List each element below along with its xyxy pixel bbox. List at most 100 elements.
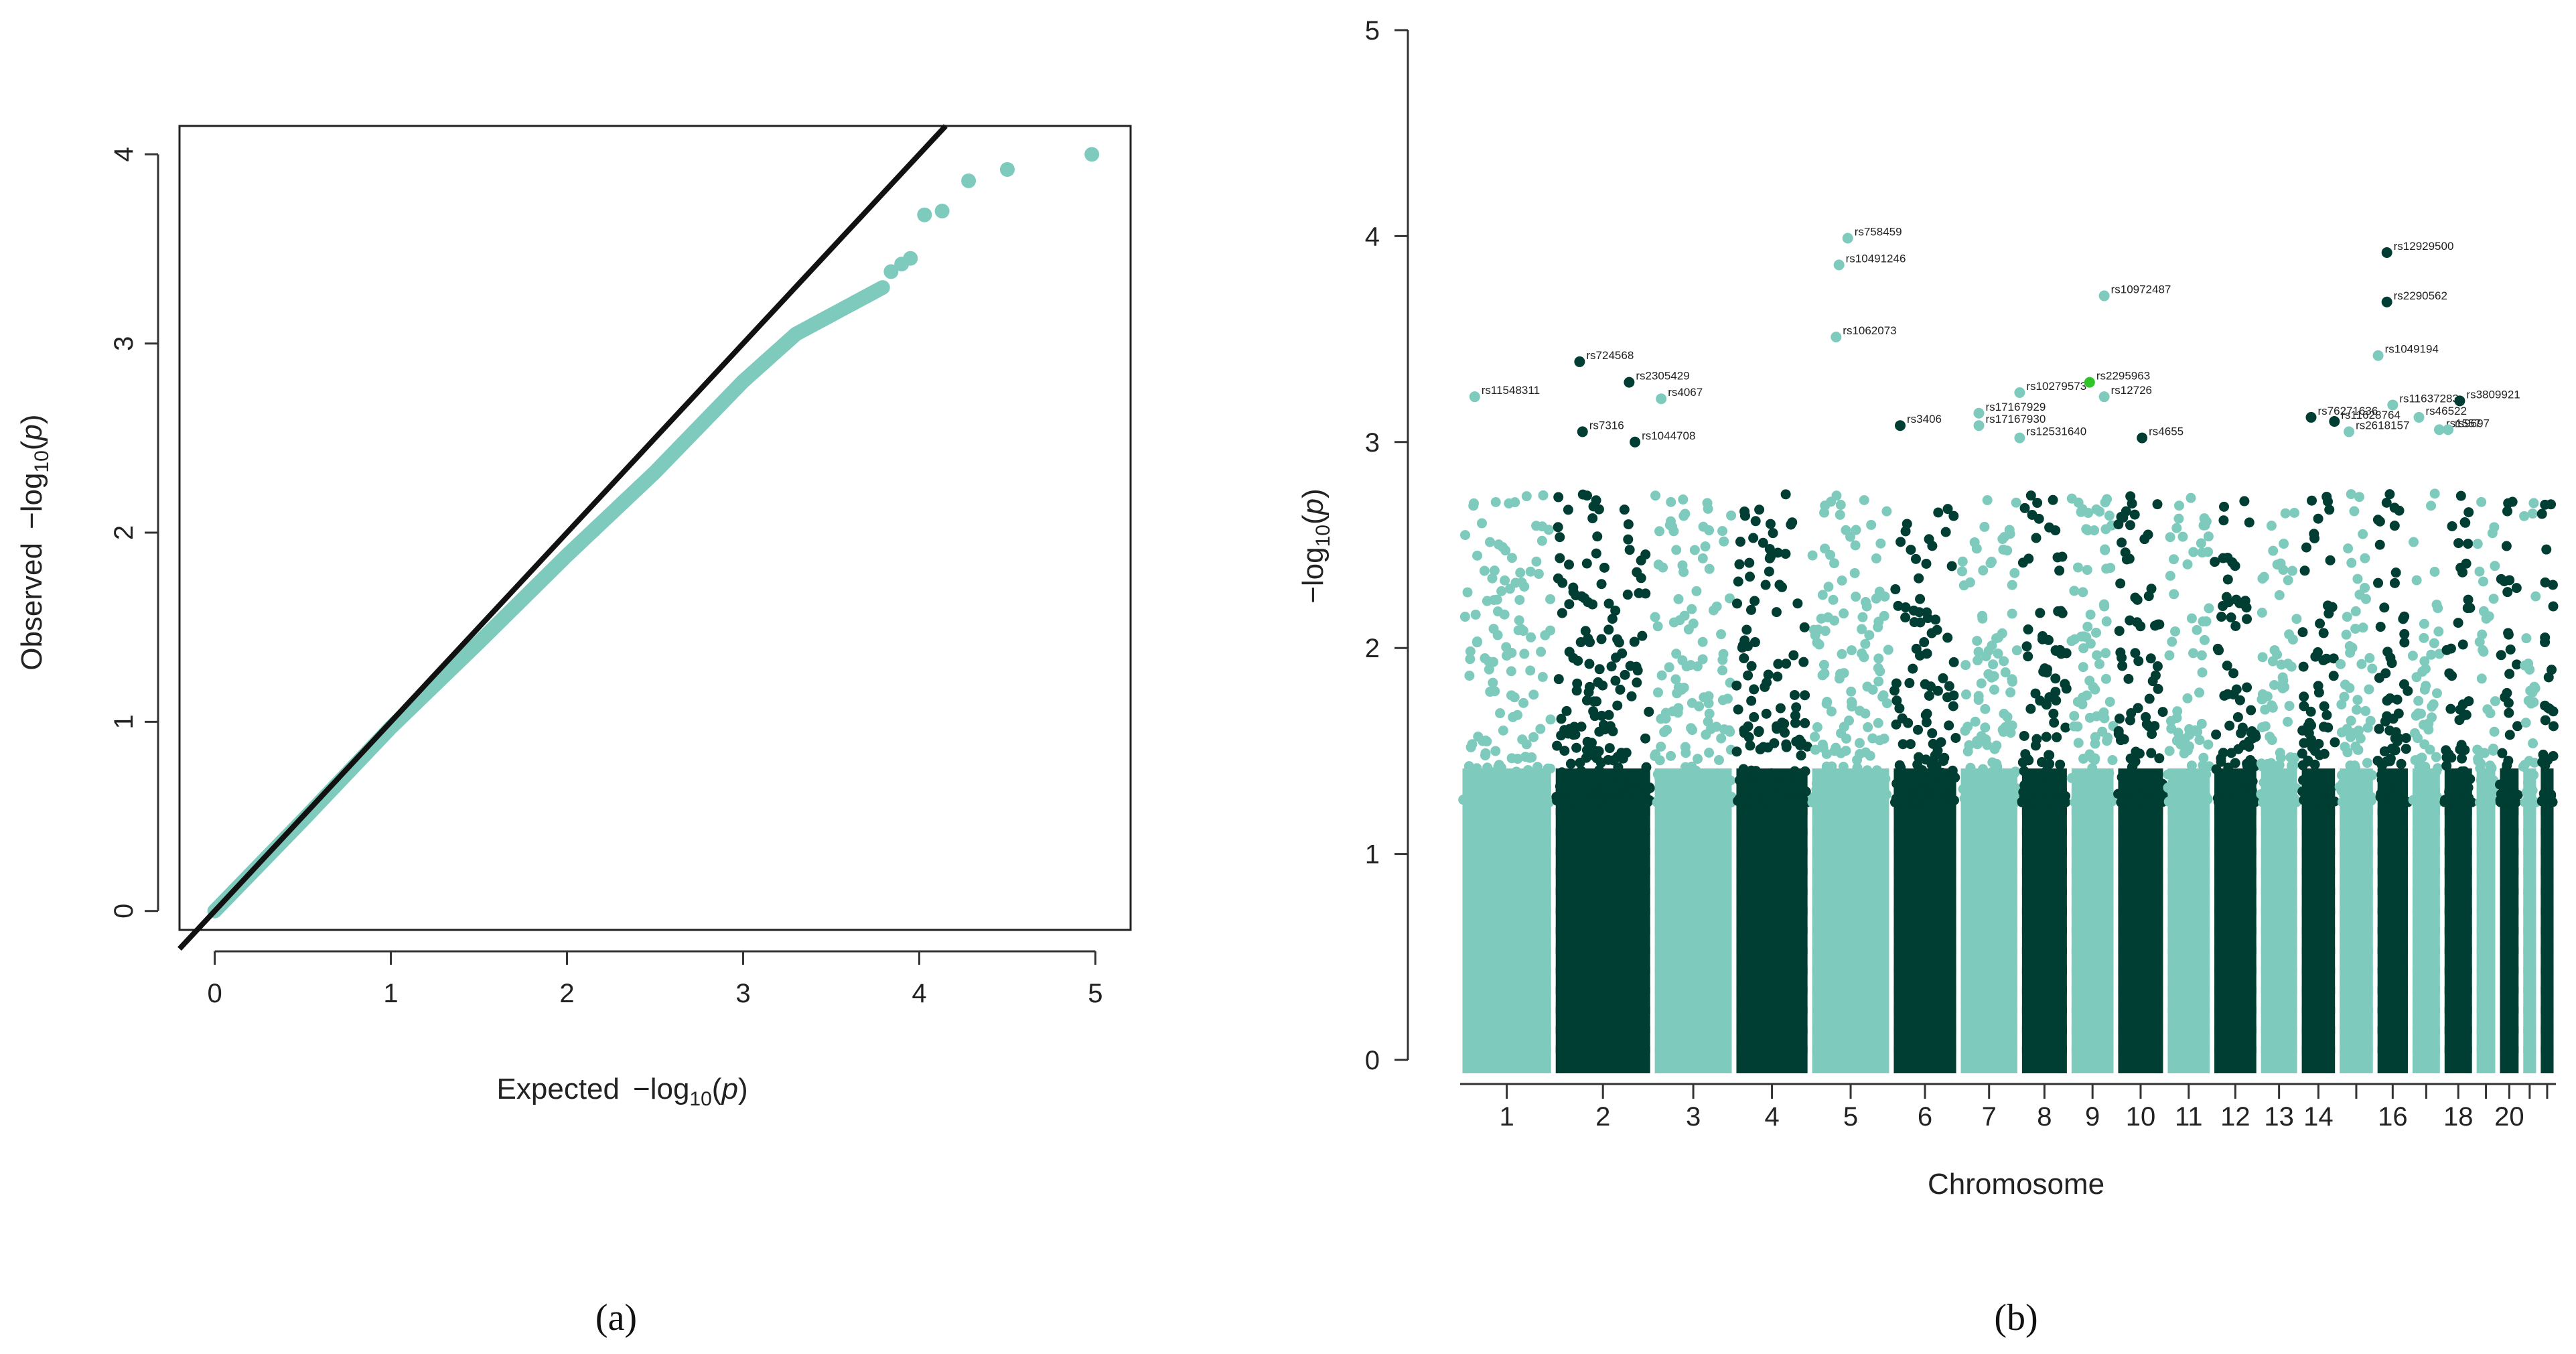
snp-point bbox=[2381, 247, 2392, 258]
manhattan-point bbox=[1518, 697, 1529, 708]
manhattan-point bbox=[2336, 785, 2347, 796]
manhattan-point bbox=[2345, 647, 2356, 658]
manhattan-point bbox=[1564, 559, 1575, 570]
manhattan-point bbox=[1900, 602, 1911, 613]
manhattan-point bbox=[1570, 797, 1581, 807]
manhattan-point bbox=[2367, 663, 2378, 674]
manhattan-point bbox=[1552, 740, 1563, 751]
manhattan-point bbox=[1983, 645, 1994, 656]
manhattan-point bbox=[2084, 675, 2095, 686]
manhattan-point bbox=[2139, 534, 2150, 545]
manhattan-point bbox=[1506, 553, 1517, 563]
manhattan-point bbox=[2518, 761, 2528, 772]
manhattan-point bbox=[1938, 673, 1948, 683]
manhattan-point bbox=[2165, 571, 2175, 582]
manhattan-point bbox=[1817, 590, 1828, 600]
manhattan-point bbox=[2523, 659, 2534, 669]
manhattan-point bbox=[1652, 687, 1663, 698]
manhattan-point bbox=[1829, 558, 1839, 569]
manhattan-point bbox=[2100, 648, 2111, 659]
manhattan-point bbox=[2360, 553, 2370, 563]
manhattan-point bbox=[2477, 629, 2488, 640]
manhattan-x-tick-label: 4 bbox=[1764, 1102, 1779, 1132]
manhattan-point bbox=[2512, 659, 2522, 670]
manhattan-point bbox=[2453, 778, 2463, 789]
manhattan-point bbox=[2337, 770, 2348, 781]
manhattan-point bbox=[2089, 525, 2100, 536]
manhattan-point bbox=[2232, 712, 2243, 722]
manhattan-point bbox=[2048, 796, 2058, 807]
qq-point bbox=[875, 280, 890, 295]
manhattan-point bbox=[2393, 708, 2404, 719]
manhattan-point bbox=[1687, 604, 1697, 614]
manhattan-point bbox=[2451, 788, 2461, 799]
manhattan-point bbox=[2094, 795, 2105, 805]
manhattan-point bbox=[2502, 587, 2513, 598]
manhattan-point bbox=[1838, 762, 1849, 772]
manhattan-point bbox=[2465, 602, 2476, 613]
snp-point bbox=[1624, 377, 1635, 388]
manhattan-point bbox=[2267, 735, 2277, 746]
manhattan-point bbox=[2445, 643, 2456, 654]
manhattan-point bbox=[2082, 565, 2092, 576]
manhattan-point bbox=[2389, 521, 2400, 531]
manhattan-point bbox=[1933, 507, 1944, 518]
manhattan-point bbox=[2501, 541, 2512, 551]
manhattan-point bbox=[1525, 566, 1536, 577]
manhattan-point bbox=[1581, 558, 1592, 569]
manhattan-point bbox=[2403, 685, 2413, 696]
manhattan-point bbox=[1891, 719, 1902, 730]
manhattan-point bbox=[2115, 578, 2126, 589]
manhattan-point bbox=[2204, 603, 2214, 614]
manhattan-point bbox=[1765, 519, 1776, 529]
manhattan-point bbox=[2392, 694, 2403, 705]
manhattan-point bbox=[1746, 661, 1757, 671]
manhattan-x-axis: 1 2 3 4 5 6 7 8 9 10 11 12 13 14 16 18 20 bbox=[1460, 1083, 2556, 1132]
manhattan-point bbox=[2279, 776, 2289, 787]
manhattan-point bbox=[1962, 746, 1973, 757]
manhattan-point bbox=[2100, 673, 2111, 684]
manhattan-point bbox=[1846, 686, 1857, 697]
manhattan-point bbox=[2419, 764, 2430, 774]
manhattan-point bbox=[1525, 665, 1536, 676]
manhattan-point bbox=[2203, 531, 2214, 542]
manhattan-point bbox=[1734, 559, 1745, 569]
manhattan-point bbox=[2223, 762, 2234, 773]
manhattan-point bbox=[1989, 779, 2000, 790]
manhattan-point bbox=[2348, 793, 2359, 804]
manhattan-y-axis-title-group: −log10(p) bbox=[1297, 488, 1334, 604]
manhattan-point bbox=[2537, 757, 2548, 768]
manhattan-point bbox=[2504, 730, 2515, 740]
manhattan-point bbox=[1582, 787, 1593, 797]
manhattan-point bbox=[2319, 701, 2330, 712]
manhattan-point bbox=[1497, 541, 1508, 552]
manhattan-point bbox=[2511, 583, 2522, 594]
manhattan-point bbox=[1484, 664, 1494, 675]
manhattan-point bbox=[2069, 586, 2080, 596]
manhattan-point bbox=[1575, 757, 1585, 768]
manhattan-point bbox=[1800, 766, 1810, 776]
qq-point bbox=[934, 204, 950, 219]
manhattan-point bbox=[2219, 501, 2230, 512]
manhattan-point bbox=[2119, 734, 2129, 745]
manhattan-point bbox=[1634, 588, 1644, 598]
manhattan-point bbox=[2272, 559, 2283, 570]
manhattan-point bbox=[1654, 755, 1665, 766]
manhattan-point bbox=[2019, 730, 2029, 741]
manhattan-point bbox=[2090, 738, 2100, 749]
manhattan-point bbox=[1688, 618, 1699, 629]
manhattan-point bbox=[2340, 679, 2350, 690]
manhattan-point bbox=[1504, 498, 1514, 509]
manhattan-point bbox=[1536, 786, 1547, 797]
manhattan-point bbox=[1533, 569, 1544, 580]
manhattan-point bbox=[2218, 553, 2228, 563]
manhattan-point bbox=[1928, 738, 1938, 749]
manhattan-point bbox=[1926, 628, 1937, 638]
manhattan-point bbox=[1858, 772, 1869, 783]
manhattan-point bbox=[2023, 755, 2034, 766]
manhattan-point bbox=[1680, 742, 1691, 752]
manhattan-point bbox=[1671, 649, 1682, 659]
manhattan-point bbox=[2023, 624, 2033, 635]
manhattan-point bbox=[1944, 681, 1954, 691]
